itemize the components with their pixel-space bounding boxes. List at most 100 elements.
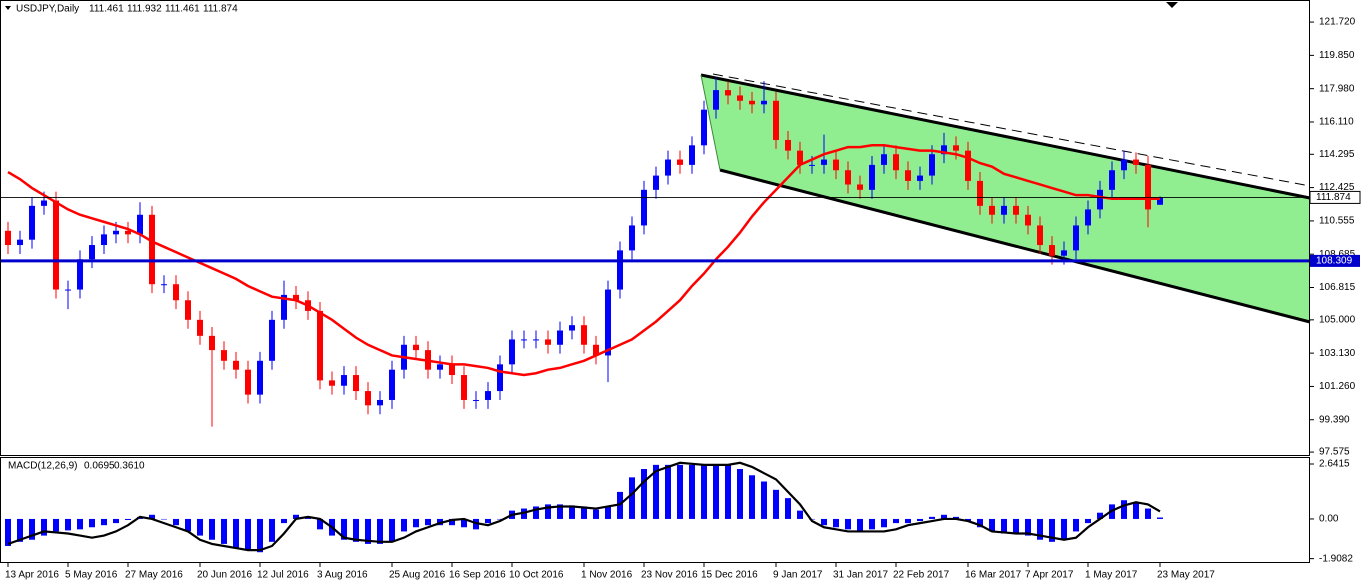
candle-body [65,289,71,291]
macd-bar [209,518,215,540]
macd-bar [89,518,95,528]
macd-bar [533,506,539,519]
candle-body [965,150,971,181]
y-tick-label: 110.555 [1319,216,1355,227]
header-close: 111.874 [203,4,238,15]
candle-body [905,170,911,181]
candle-body [509,339,515,365]
macd-bar [665,464,671,519]
x-tick-label: 12 Jul 2016 [257,570,309,581]
y-tick-label: -1.9082 [1319,553,1353,564]
macd-bar [749,475,755,519]
macd-bar [1157,517,1163,519]
x-tick-label: 15 Dec 2016 [701,570,758,581]
macd-bar [1073,518,1079,532]
candle-body [701,109,707,146]
macd-bar [5,518,11,546]
macd-bar [821,518,827,526]
macd-bar [413,518,419,528]
candle-body [641,189,647,226]
candle-body [1109,170,1115,190]
candle-body [101,234,107,246]
candle-body [713,90,719,110]
y-tick-label: 97.575 [1319,447,1350,458]
channel-top [700,73,1311,200]
menu-arrow[interactable] [5,6,11,10]
macd-bar [1085,518,1091,524]
candle-body [413,344,419,351]
macd-bar [869,518,875,530]
candle-body [53,200,59,290]
current-price-label: 111.874 [1316,192,1351,203]
candle-body [989,205,995,215]
dashed-trendline [712,73,1311,187]
candle-body [953,145,959,151]
macd-bar [893,518,899,524]
macd-bar [353,518,359,542]
macd-bar [113,518,119,524]
y-tick-label: 2.6415 [1319,459,1350,470]
macd-bar [401,518,407,532]
candle-body [233,360,239,370]
candle-body [677,159,683,165]
candle-body [137,214,143,235]
macd-bar [761,481,767,519]
x-tick-label: 7 Apr 2017 [1025,570,1074,581]
macd-bar [605,506,611,519]
macd-bar [917,518,923,522]
macd-bar [845,518,851,530]
symbol-title: USDJPY,Daily [16,4,79,15]
candle-body [893,154,899,171]
candle-body [257,360,263,395]
candle-body [353,375,359,392]
price-label-box [1309,190,1361,204]
macd-bar [1025,518,1031,536]
macd-bar [1121,500,1127,519]
candle-body [1097,189,1103,210]
x-tick-label: 23 Nov 2016 [641,570,698,581]
candle-body [113,230,119,235]
macd-bar [125,518,131,520]
candle-body [845,170,851,185]
candle-body [569,325,575,331]
candle-body [185,300,191,320]
x-tick-label: 27 May 2016 [125,570,183,581]
macd-main-value: 0.0695 [84,461,115,472]
x-tick-label: 10 Oct 2016 [509,570,564,581]
x-tick-label: 13 Apr 2016 [5,570,59,581]
candle-body [797,150,803,165]
macd-bar [377,518,383,544]
candle-body [809,164,815,166]
macd-bar [449,518,455,526]
macd-bar [857,518,863,532]
macd-bar [1037,518,1043,540]
macd-bar [989,518,995,532]
macd-bar [785,498,791,519]
macd-bar [737,469,743,519]
macd-bar [629,477,635,519]
price-pane-frame [0,0,1310,456]
candle-body [1013,205,1019,215]
shift-marker [1166,2,1178,8]
signal-line [7,461,1161,552]
moving-average [7,144,1160,377]
candle-body [89,245,95,260]
macd-bar [797,510,803,519]
candle-body [593,344,599,356]
y-tick-label: 112.425 [1319,182,1355,193]
y-tick-label: 106.815 [1319,282,1356,293]
macd-bar [425,518,431,526]
candle-body [77,259,83,290]
macd-bar [293,514,299,519]
candle-body [29,205,35,240]
candle-body [269,319,275,361]
candle-body [929,154,935,176]
candle-body [941,145,947,155]
candle-body [221,350,227,361]
macd-bar [833,518,839,528]
macd-bar [269,518,275,542]
plot-layer [0,77,1310,553]
candle-body [533,339,539,341]
x-tick-label: 25 Aug 2016 [389,570,446,581]
